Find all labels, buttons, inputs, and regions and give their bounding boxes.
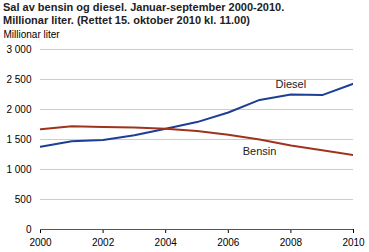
svg-text:Millionar liter: Millionar liter (4, 29, 61, 40)
html-text:Sal av bensin og diesel. Janua: Sal av bensin og diesel. Januar-septembe… (3, 1, 285, 13)
svg-text:1 500: 1 500 (6, 134, 31, 145)
svg-text:2 500: 2 500 (6, 74, 31, 85)
svg-text:Bensin: Bensin (243, 145, 277, 157)
svg-text:3 000: 3 000 (6, 44, 31, 55)
html-text:Millionar liter. (Rettet 15. o: Millionar liter. (Rettet 15. oktober 201… (3, 14, 250, 26)
svg-text:0: 0 (26, 224, 32, 235)
svg-text:1 000: 1 000 (6, 164, 31, 175)
svg-text:2004: 2004 (155, 237, 178, 248)
svg-text:2008: 2008 (280, 237, 303, 248)
svg-text:500: 500 (15, 194, 32, 205)
svg-text:2000: 2000 (29, 237, 52, 248)
svg-text:Diesel: Diesel (276, 78, 307, 90)
svg-text:2 000: 2 000 (6, 104, 31, 115)
svg-text:2010: 2010 (342, 237, 365, 248)
svg-text:2006: 2006 (217, 237, 240, 248)
svg-text:2002: 2002 (92, 237, 115, 248)
